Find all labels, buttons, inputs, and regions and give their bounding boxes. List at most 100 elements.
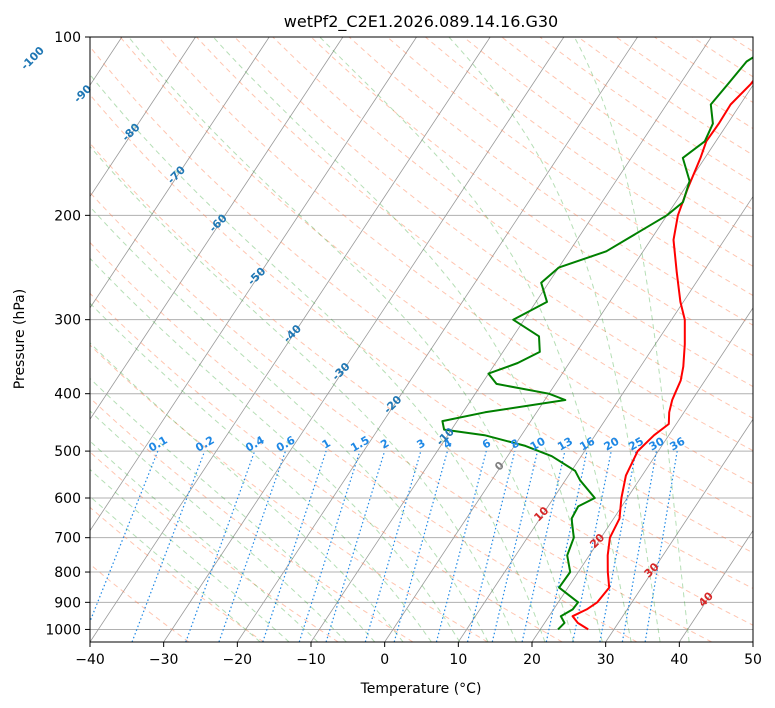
mixing-ratio-line [262,450,327,642]
dry-adiabat-line [463,37,753,239]
isotherm-line [163,37,565,642]
y-tick-label: 1000 [45,622,81,638]
mixing-ratio-label: 6 [480,436,493,451]
mixing-ratio-line [644,451,678,642]
dry-adiabat-line [386,37,753,297]
moist-adiabat-line [90,410,347,642]
y-tick-label: 700 [54,531,81,547]
mixing-ratio-line [218,450,287,642]
mixing-ratio-line [521,450,566,642]
moist-adiabat-line [90,257,461,642]
y-tick-label: 600 [54,491,81,507]
dry-adiabat-line [310,37,753,357]
y-tick-label: 200 [54,208,81,224]
isotherm-label: -20 [381,393,404,416]
isotherm-line [90,37,417,532]
dry-adiabat-line [90,241,638,642]
mixing-ratio-label: 1 [320,437,333,452]
mixing-ratio-line [364,450,422,642]
dry-adiabat-line [90,94,753,590]
mixing-ratio-line [298,450,361,642]
isotherm-line [90,37,491,642]
isotherm-line [310,37,712,642]
isotherm-line [90,37,196,198]
y-axis: 100 200 300 400 500 600 700 800 900 1000 [45,30,90,638]
dry-adiabat-line [615,37,753,130]
x-tick-label: −30 [149,652,179,668]
isotherm-line [752,641,753,642]
y-tick-label: 300 [54,313,81,329]
isotherm-label: 40 [696,589,716,609]
isotherm-label: 10 [531,504,551,524]
dry-adiabat-line [90,191,712,642]
isotherm-line [678,529,753,642]
mixing-ratio-label: 2 [378,437,391,452]
dry-adiabat-line [272,37,753,388]
x-tick-label: −20 [223,652,253,668]
y-tick-label: 100 [54,30,81,46]
moist-adiabat-line [90,495,261,642]
isotherm-line [90,37,344,420]
dry-adiabat-line [157,37,753,485]
plot-frame [89,36,754,643]
mixing-ratio-line [131,450,206,642]
chart-title: wetPf2_C2E1.2026.089.14.16.G30 [284,12,558,32]
mixing-ratio-label: 3 [415,437,428,452]
x-tick-label: 30 [597,652,615,668]
isotherm-label: -50 [245,264,268,287]
moist-adiabat-line [90,145,517,642]
moist-adiabat-line [90,440,319,642]
isotherm-label: -70 [165,163,188,186]
y-tick-label: 400 [54,387,81,403]
moist-adiabat-line [128,37,575,642]
isotherm-label: -100 [18,44,47,73]
isotherm-label: -90 [71,82,94,105]
y-tick-label: 500 [54,444,81,460]
x-tick-label: −40 [75,652,105,668]
dry-adiabat-line [90,344,488,642]
isotherm-line [90,37,270,309]
dry-adiabat-line [425,37,753,267]
mixing-ratio-line [572,450,612,642]
dry-adiabat-line [90,563,190,642]
y-tick-label: 800 [54,565,81,581]
moist-adiabat-line [90,468,290,642]
dry-adiabat-line [90,506,264,642]
dry-adiabat-line [90,292,563,642]
y-tick-label: 900 [54,595,81,611]
dewpoint-line [441,56,753,631]
moist-adiabat-line [448,37,661,642]
sounding-lines [441,56,753,631]
x-tick-label: 20 [523,652,541,668]
x-axis-title: Temperature (°C) [360,681,482,697]
mixing-ratio-line [325,450,386,642]
moist-adiabat-line [212,37,603,642]
x-tick-label: 10 [449,652,467,668]
dry-adiabat-line [692,37,753,78]
x-tick-label: 50 [744,652,762,668]
isotherm-line [605,418,753,642]
isotherm-line [236,37,638,642]
isotherm-label: -80 [119,120,142,143]
mixing-ratio-line [545,450,588,642]
x-axis: −40 −30 −20 −10 0 10 20 30 40 50 [75,642,762,668]
x-tick-label: 0 [380,652,389,668]
isotherm-line [384,84,753,642]
background-lines [90,37,753,642]
dry-adiabat-line [119,37,753,519]
dry-adiabat-line [90,46,753,554]
y-axis-title: Pressure (hPa) [12,289,28,389]
x-tick-label: 40 [670,652,688,668]
moist-adiabat-line [90,302,432,642]
moist-adiabat-line [90,206,489,642]
mixing-ratio-line [621,450,658,642]
isotherm-label: 20 [587,531,607,551]
mixing-ratio-line [491,450,539,642]
dry-adiabat-line [90,142,753,626]
mixing-ratio-line [435,450,487,642]
moist-adiabat-line [573,37,690,642]
mixing-ratio-line [90,450,159,624]
mixing-ratio-line [185,450,256,642]
